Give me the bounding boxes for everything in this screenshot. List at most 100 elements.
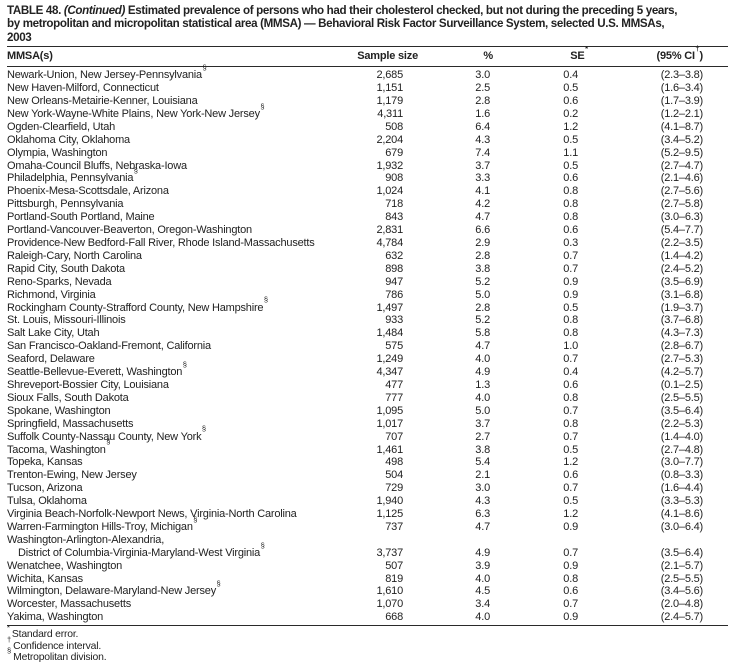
mmsa-name-cell: Worcester, Massachusetts (7, 598, 131, 611)
header-se: SE* (493, 44, 588, 68)
mmsa-name-cell: Rockingham County-Strafford County, New … (7, 295, 269, 314)
ci-cell: (1.7–3.9) (660, 95, 703, 108)
sample-size-cell: 1,070 (376, 598, 403, 611)
ci-cell: (3.0–6.3) (660, 211, 703, 224)
header-sample-size: Sample size (347, 46, 418, 68)
sample-size-cell: 1,249 (376, 353, 403, 366)
table-row: Virginia Beach-Norfolk-Newport News, Vir… (7, 508, 728, 521)
table-row: Wenatchee, Washington 507 3.9 0.9 (2.1–5.7) (7, 560, 728, 573)
se-cell: 0.2 (563, 107, 578, 120)
se-cell: 0.5 (563, 159, 578, 172)
sample-size-cell: 777 (385, 391, 403, 404)
ci-cell: (0.1–2.5) (660, 378, 703, 391)
mmsa-name-cell: Wenatchee, Washington (7, 559, 123, 572)
table-row: Rapid City, South Dakota 898 3.8 0.7 (2.4–5.… (7, 263, 728, 276)
percent-cell: 7.4 (475, 146, 490, 159)
percent-cell: 2.8 (475, 301, 490, 314)
sample-size-cell: 707 (385, 430, 403, 443)
table-row: Sioux Falls, South Dakota 777 4.0 0.8 (2.5–5… (7, 392, 728, 405)
mmsa-name-cell: Wilmington, Delaware-Maryland-New Jersey… (7, 579, 221, 598)
mmsa-name-cell: Shreveport-Bossier City, Louisiana (7, 378, 169, 391)
mmsa-name-cell: Reno-Sparks, Nevada (7, 275, 112, 288)
percent-cell: 5.8 (475, 327, 490, 340)
prevalence-table: MMSA(s) Sample size % SE* (95% CI†) Newa… (7, 44, 728, 627)
se-cell: 0.6 (563, 224, 578, 237)
percent-cell: 6.6 (475, 224, 490, 237)
se-cell: 0.8 (563, 198, 578, 211)
sample-size-cell: 843 (385, 211, 403, 224)
se-cell: 0.7 (563, 430, 578, 443)
se-cell: 0.9 (493, 611, 588, 627)
table-header: MMSA(s) Sample size % SE* (95% CI†) (7, 44, 728, 68)
ci-cell: (4.2–5.7) (660, 366, 703, 379)
mmsa-name-cell: Providence-New Bedford-Fall River, Rhode… (7, 237, 315, 249)
mmsa-name-cell: Seattle-Bellevue-Everett, Washington§ (7, 359, 187, 379)
percent-cell: 4.0 (418, 611, 493, 627)
sample-size-cell: 786 (385, 288, 403, 301)
table-row: Seattle-Bellevue-Everett, Washington§ 4,3… (7, 359, 728, 379)
ci-cell: (4.3–7.3) (660, 327, 703, 340)
se-cell: 1.2 (563, 456, 578, 469)
dagger-marker: † (7, 634, 12, 644)
table-row: Raleigh-Cary, North Carolina 632 2.8 0.7 (1.… (7, 250, 728, 263)
ci-cell: (2.7–4.7) (660, 159, 703, 172)
se-cell: 0.5 (563, 133, 578, 146)
percent-cell: 2.1 (475, 469, 490, 482)
ci-cell: (1.6–3.4) (660, 82, 703, 95)
table-row: Suffolk County-Nassau County, New York§ 7… (7, 425, 728, 444)
title-text: Estimated prevalence of persons who had … (127, 4, 678, 17)
percent-cell: 2.7 (475, 430, 490, 443)
continued-label: (Continued) (63, 4, 126, 17)
table-body: Newark-Union, New Jersey-Pennsylvania§ 2,… (7, 64, 728, 627)
ci-cell: (2.4–5.2) (660, 262, 703, 275)
percent-cell: 3.8 (475, 262, 490, 275)
sample-size-cell: 1,461 (376, 443, 403, 456)
mmsa-name-cell: Olympia, Washington (7, 146, 108, 159)
sample-size-cell: 668 (347, 611, 418, 627)
percent-cell: 3.0 (475, 69, 490, 82)
sample-size-cell: 898 (385, 262, 403, 275)
percent-cell: 4.0 (475, 572, 490, 585)
mmsa-name-cell: Tucson, Arizona (7, 482, 83, 495)
table-row: New Haven-Milford, Connecticut 1,151 2.5 0.… (7, 82, 728, 95)
percent-cell: 4.9 (475, 546, 490, 559)
footnotes: *Standard error. †Confidence interval. §… (7, 624, 727, 663)
ci-cell: (3.5–6.4) (660, 404, 703, 417)
se-cell: 1.2 (563, 120, 578, 133)
percent-cell: 5.0 (475, 288, 490, 301)
mmsa-name-cell: Tacoma, Washington§ (7, 437, 111, 456)
metro-division-marker: § (182, 359, 187, 369)
sample-size-cell: 718 (385, 198, 403, 211)
percent-cell: 2.8 (475, 95, 490, 108)
ci-cell: (2.7–4.8) (660, 443, 703, 456)
se-cell: 0.7 (563, 353, 578, 366)
mmsa-name-cell: Spokane, Washington (7, 404, 111, 417)
table-row: Ogden-Clearfield, Utah 508 6.4 1.2 (4.1–8.7) (7, 121, 728, 134)
table-row: Portland-South Portland, Maine 843 4.7 0.8 (… (7, 211, 728, 224)
se-cell: 0.8 (563, 572, 578, 585)
sample-size-cell: 4,784 (376, 237, 403, 249)
se-cell: 0.9 (563, 288, 578, 301)
mmsa-name-cell: Portland-South Portland, Maine (7, 211, 155, 224)
se-cell: 0.9 (563, 559, 578, 572)
sample-size-cell: 4,311 (377, 107, 403, 120)
percent-cell: 4.7 (475, 211, 490, 224)
table-row: Portland-Vancouver-Beaverton, Oregon-Was… (7, 224, 728, 237)
sample-size-cell: 2,831 (376, 224, 403, 237)
percent-cell: 3.7 (475, 417, 490, 430)
asterisk-marker: * (7, 623, 10, 633)
se-cell: 1.1 (563, 146, 578, 159)
table-row: Phoenix-Mesa-Scottsdale, Arizona 1,024 4.1… (7, 185, 728, 198)
ci-cell: (5.4–7.7) (660, 224, 703, 237)
sample-size-cell: 729 (385, 482, 403, 495)
ci-cell: (4.1–8.6) (660, 508, 703, 521)
mmsa-name-cell: Pittsburgh, Pennsylvania (7, 198, 124, 211)
ci-cell: (0.8–3.3) (660, 469, 703, 482)
mmsa-name-cell: Richmond, Virginia (7, 288, 96, 301)
ci-cell: (1.9–3.7) (660, 301, 703, 314)
se-footnote-marker: * (585, 44, 588, 54)
metro-division-marker: § (202, 63, 207, 73)
se-cell: 1.0 (563, 340, 578, 353)
sample-size-cell: 1,095 (376, 404, 403, 417)
sample-size-cell: 679 (385, 146, 403, 159)
